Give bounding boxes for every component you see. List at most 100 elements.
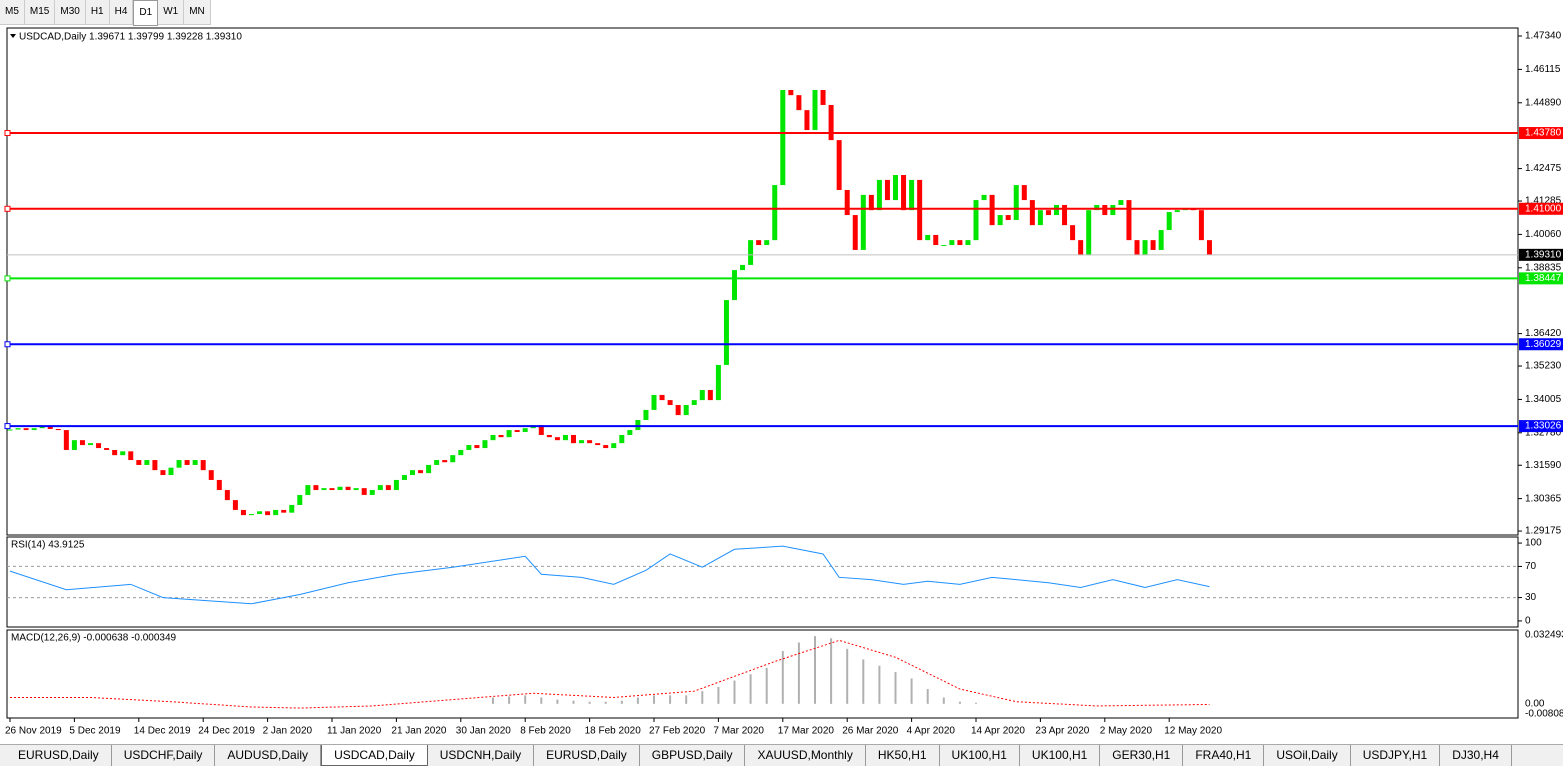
- candle: [1126, 200, 1132, 241]
- x-tick-label: 26 Nov 2019: [5, 726, 62, 737]
- timeframe-button[interactable]: H1: [86, 0, 110, 24]
- candle: [836, 140, 842, 190]
- candle: [136, 460, 142, 465]
- candle: [96, 443, 102, 449]
- timeframe-button[interactable]: D1: [133, 0, 159, 26]
- level-label: 1.36029: [1525, 339, 1562, 350]
- chart-tab[interactable]: HK50,H1: [866, 745, 940, 766]
- candle: [353, 488, 359, 491]
- candle: [1142, 240, 1148, 256]
- timeframe-button[interactable]: M5: [0, 0, 25, 24]
- chart-tab[interactable]: FRA40,H1: [1183, 745, 1265, 766]
- candle: [498, 434, 504, 438]
- candle: [619, 434, 625, 444]
- chart-tab[interactable]: AUDUSD,Daily: [215, 745, 322, 766]
- level-handle: [4, 341, 11, 348]
- candle: [71, 440, 77, 450]
- candle: [289, 505, 295, 513]
- candle: [611, 443, 617, 449]
- chart-tab[interactable]: USDCHF,Daily: [112, 745, 216, 766]
- candle: [812, 89, 818, 131]
- candle: [635, 419, 641, 431]
- chart-tab[interactable]: USDCNH,Daily: [428, 745, 535, 766]
- candle: [192, 460, 198, 465]
- x-tick-label: 8 Feb 2020: [520, 726, 571, 737]
- candle: [337, 486, 343, 491]
- candle: [345, 486, 351, 491]
- candle: [571, 434, 576, 444]
- chart-tab[interactable]: XAUUSD,Monthly: [745, 745, 866, 766]
- candle: [442, 460, 448, 463]
- candle: [659, 394, 665, 401]
- candle: [989, 194, 995, 226]
- timeframe-button[interactable]: MN: [184, 0, 211, 24]
- x-tick-label: 26 Mar 2020: [842, 726, 899, 737]
- chart-tab[interactable]: EURUSD,Daily: [6, 745, 112, 766]
- x-tick-label: 30 Jan 2020: [456, 726, 511, 737]
- candle: [112, 449, 118, 456]
- candle: [1037, 210, 1043, 226]
- y-tick-label: 1.38835: [1525, 262, 1562, 273]
- candle: [683, 405, 689, 416]
- candle: [627, 430, 633, 435]
- candle: [128, 451, 134, 461]
- candle: [39, 426, 45, 429]
- candle: [104, 448, 110, 450]
- chart-tab[interactable]: USOil,Daily: [1264, 745, 1351, 766]
- candle: [732, 270, 737, 301]
- candle: [466, 445, 472, 450]
- candle: [1029, 200, 1035, 226]
- candle: [1045, 210, 1051, 216]
- timeframe-button[interactable]: H4: [110, 0, 134, 24]
- candle: [482, 440, 488, 449]
- y-tick-label: 1.42475: [1525, 163, 1562, 174]
- candle: [595, 443, 601, 446]
- candle: [1198, 210, 1204, 241]
- chart-tab[interactable]: EURUSD,Daily: [534, 745, 640, 766]
- candle: [15, 428, 21, 430]
- candle: [715, 364, 721, 401]
- candle: [434, 460, 440, 465]
- candle: [474, 445, 480, 449]
- candle: [587, 440, 593, 444]
- candle: [410, 470, 415, 476]
- candle: [909, 179, 915, 211]
- candle: [796, 95, 802, 111]
- candle: [917, 179, 923, 241]
- candle: [1174, 210, 1180, 213]
- candle: [925, 234, 931, 241]
- candle: [79, 440, 85, 446]
- x-tick-label: 24 Dec 2019: [198, 726, 255, 737]
- candle: [893, 174, 898, 201]
- candle: [361, 488, 367, 495]
- candle: [1070, 225, 1076, 241]
- candle: [756, 240, 762, 246]
- candle: [828, 104, 834, 141]
- candle: [973, 200, 979, 241]
- candle: [603, 445, 609, 449]
- candle: [257, 511, 263, 515]
- timeframe-button[interactable]: M30: [55, 0, 86, 24]
- chart-tab[interactable]: UK100,H1: [940, 745, 1020, 766]
- chart-tab[interactable]: UK100,H1: [1020, 745, 1101, 766]
- y-tick-label: 1.31590: [1525, 460, 1562, 471]
- chart-tab[interactable]: USDCAD,Daily: [321, 745, 428, 766]
- main-panel: [6, 27, 1519, 536]
- chart-tab[interactable]: USDJPY,H1: [1351, 745, 1441, 766]
- macd-title: MACD(12,26,9) -0.000638 -0.000349: [11, 633, 177, 644]
- y-tick-label: 1.44890: [1525, 97, 1562, 108]
- candle: [281, 509, 287, 513]
- chart-tabs: EURUSD,Daily USDCHF,Daily AUDUSD,Daily USDC…: [0, 744, 1563, 766]
- candle: [273, 509, 279, 516]
- x-tick-label: 11 Jan 2020: [327, 726, 382, 737]
- chart-tab[interactable]: GER30,H1: [1100, 745, 1184, 766]
- chart-tab[interactable]: DJ30,H4: [1440, 745, 1512, 766]
- candle: [232, 500, 238, 510]
- candle: [216, 479, 222, 491]
- timeframe-button[interactable]: M15: [25, 0, 56, 24]
- candle: [772, 185, 778, 241]
- chart-tab[interactable]: GBPUSD,Daily: [640, 745, 746, 766]
- timeframe-button[interactable]: W1: [158, 0, 185, 24]
- level-handle: [4, 423, 11, 430]
- candle: [31, 428, 37, 431]
